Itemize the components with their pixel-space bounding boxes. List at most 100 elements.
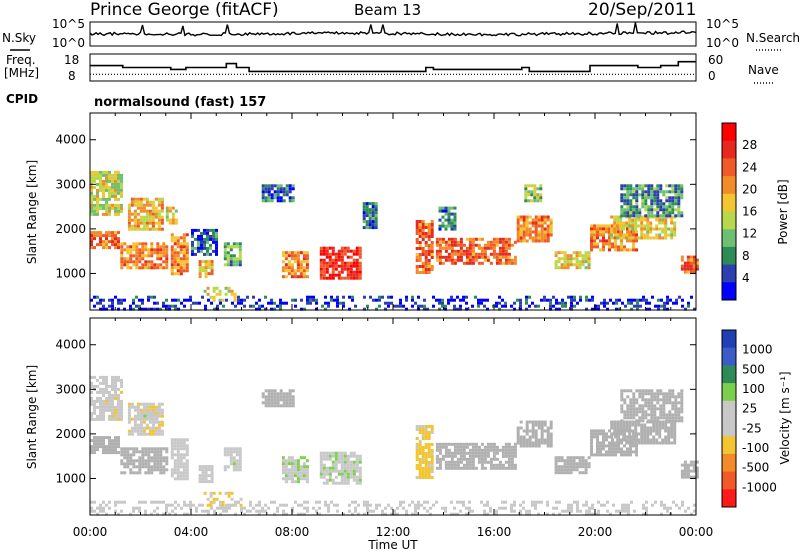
heatmap-cell <box>120 298 123 302</box>
heatmap-cell <box>120 384 123 388</box>
heatmap-cell <box>674 410 678 414</box>
heatmap-cell <box>200 231 203 235</box>
heatmap-cell <box>139 200 143 204</box>
heatmap-cell <box>620 389 624 393</box>
heatmap-cell <box>527 190 531 194</box>
heatmap-cell <box>435 466 439 470</box>
heatmap-cell <box>609 512 612 516</box>
heatmap-cell <box>365 220 369 224</box>
heatmap-cell <box>363 307 366 311</box>
heatmap-cell <box>179 269 183 273</box>
heatmap-cell <box>665 419 669 423</box>
heatmap-cell <box>133 426 137 430</box>
heatmap-cell <box>340 249 344 253</box>
heatmap-cell <box>132 506 135 510</box>
heatmap-cell <box>513 466 517 470</box>
heatmap-cell <box>650 184 654 188</box>
heatmap-cell <box>531 420 535 424</box>
heatmap-cell <box>127 206 131 210</box>
heatmap-cell <box>498 448 502 452</box>
heatmap-cell <box>159 257 163 261</box>
heatmap-cell <box>474 445 478 449</box>
heatmap-cell <box>114 509 117 513</box>
heatmap-cell <box>507 457 511 461</box>
heatmap-cell <box>661 230 665 234</box>
heatmap-cell <box>587 465 591 469</box>
heatmap-cell <box>156 447 160 451</box>
heatmap-cell <box>249 503 252 507</box>
heatmap-cell <box>546 224 550 228</box>
heatmap-cell <box>680 395 684 399</box>
heatmap-cell <box>160 408 164 412</box>
heatmap-cell <box>182 242 186 246</box>
heatmap-cell <box>677 214 681 218</box>
heatmap-cell <box>108 417 111 421</box>
heatmap-cell <box>486 442 490 446</box>
heatmap-cell <box>293 468 297 472</box>
heatmap-cell <box>480 249 484 253</box>
heatmap-cell <box>96 506 99 510</box>
heatmap-cell <box>374 208 378 212</box>
heatmap-cell <box>99 509 102 513</box>
heatmap-cell <box>444 454 448 458</box>
heatmap-cell <box>346 255 350 259</box>
heatmap-cell <box>238 465 242 469</box>
heatmap-cell <box>480 454 484 458</box>
heatmap-cell <box>144 447 148 451</box>
heatmap-cell <box>480 442 484 446</box>
heatmap-cell <box>148 432 152 436</box>
heatmap-cell <box>351 295 354 299</box>
heatmap-cell <box>105 182 108 186</box>
heatmap-cell <box>284 468 288 472</box>
heatmap-cell <box>186 503 189 507</box>
heatmap-cell <box>191 246 194 250</box>
heatmap-cell <box>99 188 102 192</box>
heatmap-cell <box>348 509 351 513</box>
heatmap-cell <box>210 474 214 478</box>
heatmap-cell <box>365 205 369 209</box>
heatmap-cell <box>468 240 472 244</box>
heatmap-cell <box>690 512 693 516</box>
heatmap-cell <box>438 209 442 213</box>
heatmap-cell <box>632 208 636 212</box>
heatmap-cell <box>120 185 123 189</box>
heatmap-cell <box>634 438 638 442</box>
heatmap-cell <box>349 454 353 458</box>
heatmap-cell <box>204 474 208 478</box>
heatmap-cell <box>570 506 573 510</box>
heatmap-cell <box>284 462 288 466</box>
heatmap-cell <box>501 500 504 504</box>
heatmap-cell <box>334 267 338 271</box>
heatmap-cell <box>182 453 186 457</box>
heatmap-cell <box>534 236 538 240</box>
heatmap-cell <box>111 445 114 449</box>
heatmap-cell <box>626 453 629 457</box>
heatmap-cell <box>105 212 108 216</box>
heatmap-cell <box>659 404 663 408</box>
heatmap-cell <box>418 464 422 467</box>
heatmap-cell <box>647 407 651 411</box>
heatmap-cell <box>230 292 234 296</box>
heatmap-cell <box>566 456 570 460</box>
heatmap-cell <box>223 254 227 258</box>
heatmap-cell <box>680 187 684 191</box>
heatmap-cell <box>281 266 285 270</box>
heatmap-cell <box>554 468 558 472</box>
heatmap-cell <box>352 472 356 476</box>
heatmap-cell <box>573 298 576 302</box>
heatmap-cell <box>450 460 454 464</box>
heatmap-cell <box>337 472 341 476</box>
heatmap-cell <box>662 190 666 194</box>
heatmap-cell <box>576 500 579 504</box>
heatmap-cell <box>282 503 285 507</box>
heatmap-cell <box>264 196 268 200</box>
heatmap-cell <box>173 251 177 255</box>
x-tick-label: 04:00 <box>174 525 209 539</box>
heatmap-cell <box>585 298 588 302</box>
heatmap-cell <box>599 432 602 436</box>
heatmap-cell <box>201 471 205 475</box>
heatmap-cell <box>129 304 132 308</box>
heatmap-cell <box>305 468 309 472</box>
heatmap-cell <box>355 246 359 250</box>
heatmap-cell <box>519 236 523 240</box>
